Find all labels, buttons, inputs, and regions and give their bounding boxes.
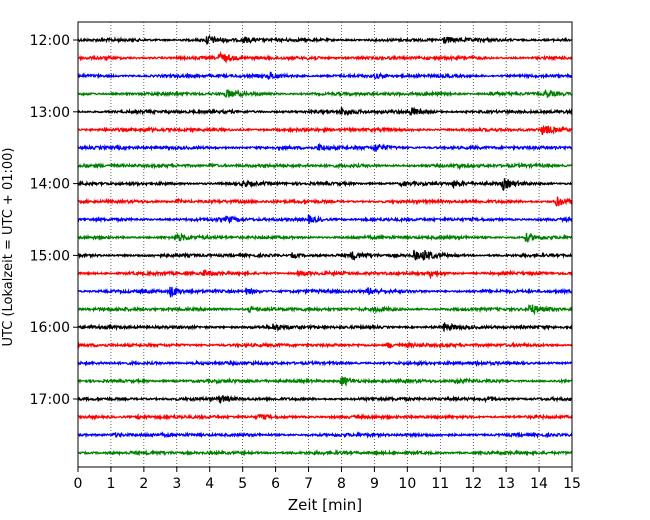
seismogram-trace (77, 106, 573, 117)
x-axis-title: Zeit [min] (288, 496, 362, 514)
x-tick-label: 2 (139, 476, 148, 492)
x-tick-label: 6 (271, 476, 280, 492)
x-tick-label: 13 (497, 476, 515, 492)
seismogram-trace (77, 286, 573, 298)
grid-lines (110, 22, 540, 467)
x-tick-label: 15 (563, 476, 581, 492)
seismogram-trace (77, 232, 573, 243)
x-tick-label: 1 (106, 476, 115, 492)
seismogram-trace (77, 196, 573, 207)
seismogram-trace (77, 359, 573, 368)
seismogram-trace (77, 430, 573, 439)
seismogram-trace (77, 50, 573, 64)
x-tick-label: 11 (431, 476, 449, 492)
seismogram-trace (77, 448, 573, 457)
y-tick-label: 12:00 (30, 33, 70, 49)
seismogram-trace (77, 71, 573, 80)
seismogram-trace (77, 304, 573, 316)
y-tick-label: 13:00 (30, 105, 70, 121)
x-tick-label: 14 (530, 476, 548, 492)
x-tick-label: 7 (304, 476, 313, 492)
y-axis-title: UTC (Lokalzeit = UTC + 01:00) (1, 148, 16, 347)
seismogram-trace (77, 340, 573, 350)
y-tick-label: 16:00 (30, 320, 70, 336)
seismogram-trace (77, 161, 573, 171)
seismogram-trace (77, 178, 573, 191)
x-tick-label: 3 (172, 476, 181, 492)
x-tick-label: 5 (238, 476, 247, 492)
y-axis-ticks: 12:00 13:00 14:00 15:00 16:00 17:00 (30, 33, 78, 408)
seismogram-trace (77, 269, 573, 280)
y-tick-label: 15:00 (30, 248, 70, 264)
seismogram-trace (77, 142, 573, 152)
seismogram-trace (77, 394, 573, 404)
x-tick-label: 9 (370, 476, 379, 492)
seismogram-trace (77, 376, 573, 387)
x-axis-ticks: 0 1 2 3 4 5 6 7 8 9 10 11 12 13 14 15 (74, 467, 581, 492)
y-tick-label: 14:00 (30, 177, 70, 193)
seismogram-trace (77, 412, 573, 421)
y-tick-label: 17:00 (30, 392, 70, 408)
seismogram-trace (77, 249, 573, 262)
seismogram-trace (77, 34, 573, 45)
seismogram-trace (77, 88, 573, 99)
x-tick-label: 8 (337, 476, 346, 492)
x-tick-label: 4 (205, 476, 214, 492)
seismogram-trace (77, 214, 573, 225)
x-tick-label: 12 (464, 476, 482, 492)
seismogram-traces (77, 34, 573, 457)
plot-frame (77, 21, 573, 468)
seismogram-trace (77, 124, 573, 136)
seismogram-trace (77, 322, 573, 333)
x-tick-label: 0 (74, 476, 83, 492)
x-tick-label: 10 (398, 476, 416, 492)
